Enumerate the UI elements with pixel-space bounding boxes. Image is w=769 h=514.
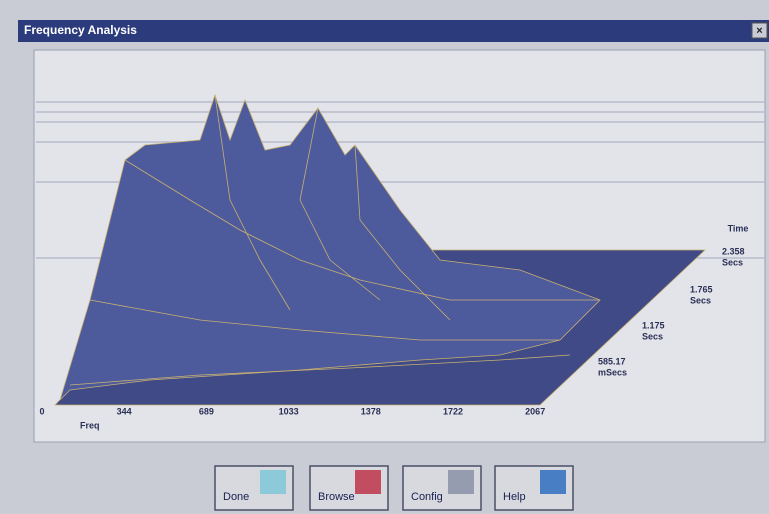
time-tick-value: 2.358 [722, 246, 745, 256]
freq-tick-label: 1033 [279, 406, 299, 416]
button-icon[interactable] [355, 470, 381, 494]
button-label[interactable]: Help [503, 491, 526, 503]
time-tick-value: 585.17 [598, 356, 626, 366]
button[interactable]: Browse [310, 466, 388, 510]
freq-tick-label: 1378 [361, 406, 381, 416]
freq-tick-label: 0 [39, 406, 44, 416]
button-label[interactable]: Browse [318, 491, 355, 503]
button[interactable]: Config [403, 466, 481, 510]
freq-tick-label: 2067 [525, 406, 545, 416]
button-label[interactable]: Config [411, 491, 443, 503]
button-label[interactable]: Done [223, 491, 249, 503]
time-tick-value: 1.175 [642, 320, 665, 330]
freq-tick-label: 1722 [443, 406, 463, 416]
window-title: Frequency Analysis [24, 23, 137, 37]
freq-tick-label: 689 [199, 406, 214, 416]
window: Frequency Analysis × 0 344 689 1033 1378 1722… [0, 0, 769, 514]
close-icon[interactable]: × [756, 25, 762, 37]
time-tick-unit: Secs [722, 257, 743, 267]
button-icon[interactable] [448, 470, 474, 494]
freq-tick-label: 344 [117, 406, 132, 416]
button[interactable]: Done [215, 466, 293, 510]
button-icon[interactable] [260, 470, 286, 494]
time-tick-unit: Secs [690, 295, 711, 305]
time-tick-unit: mSecs [598, 367, 627, 377]
button[interactable]: Help [495, 466, 573, 510]
time-axis-label: Time [728, 223, 749, 233]
time-tick-value: 1.765 [690, 284, 713, 294]
time-tick-unit: Secs [642, 331, 663, 341]
button-icon[interactable] [540, 470, 566, 494]
freq-axis-label: Freq [80, 420, 100, 430]
